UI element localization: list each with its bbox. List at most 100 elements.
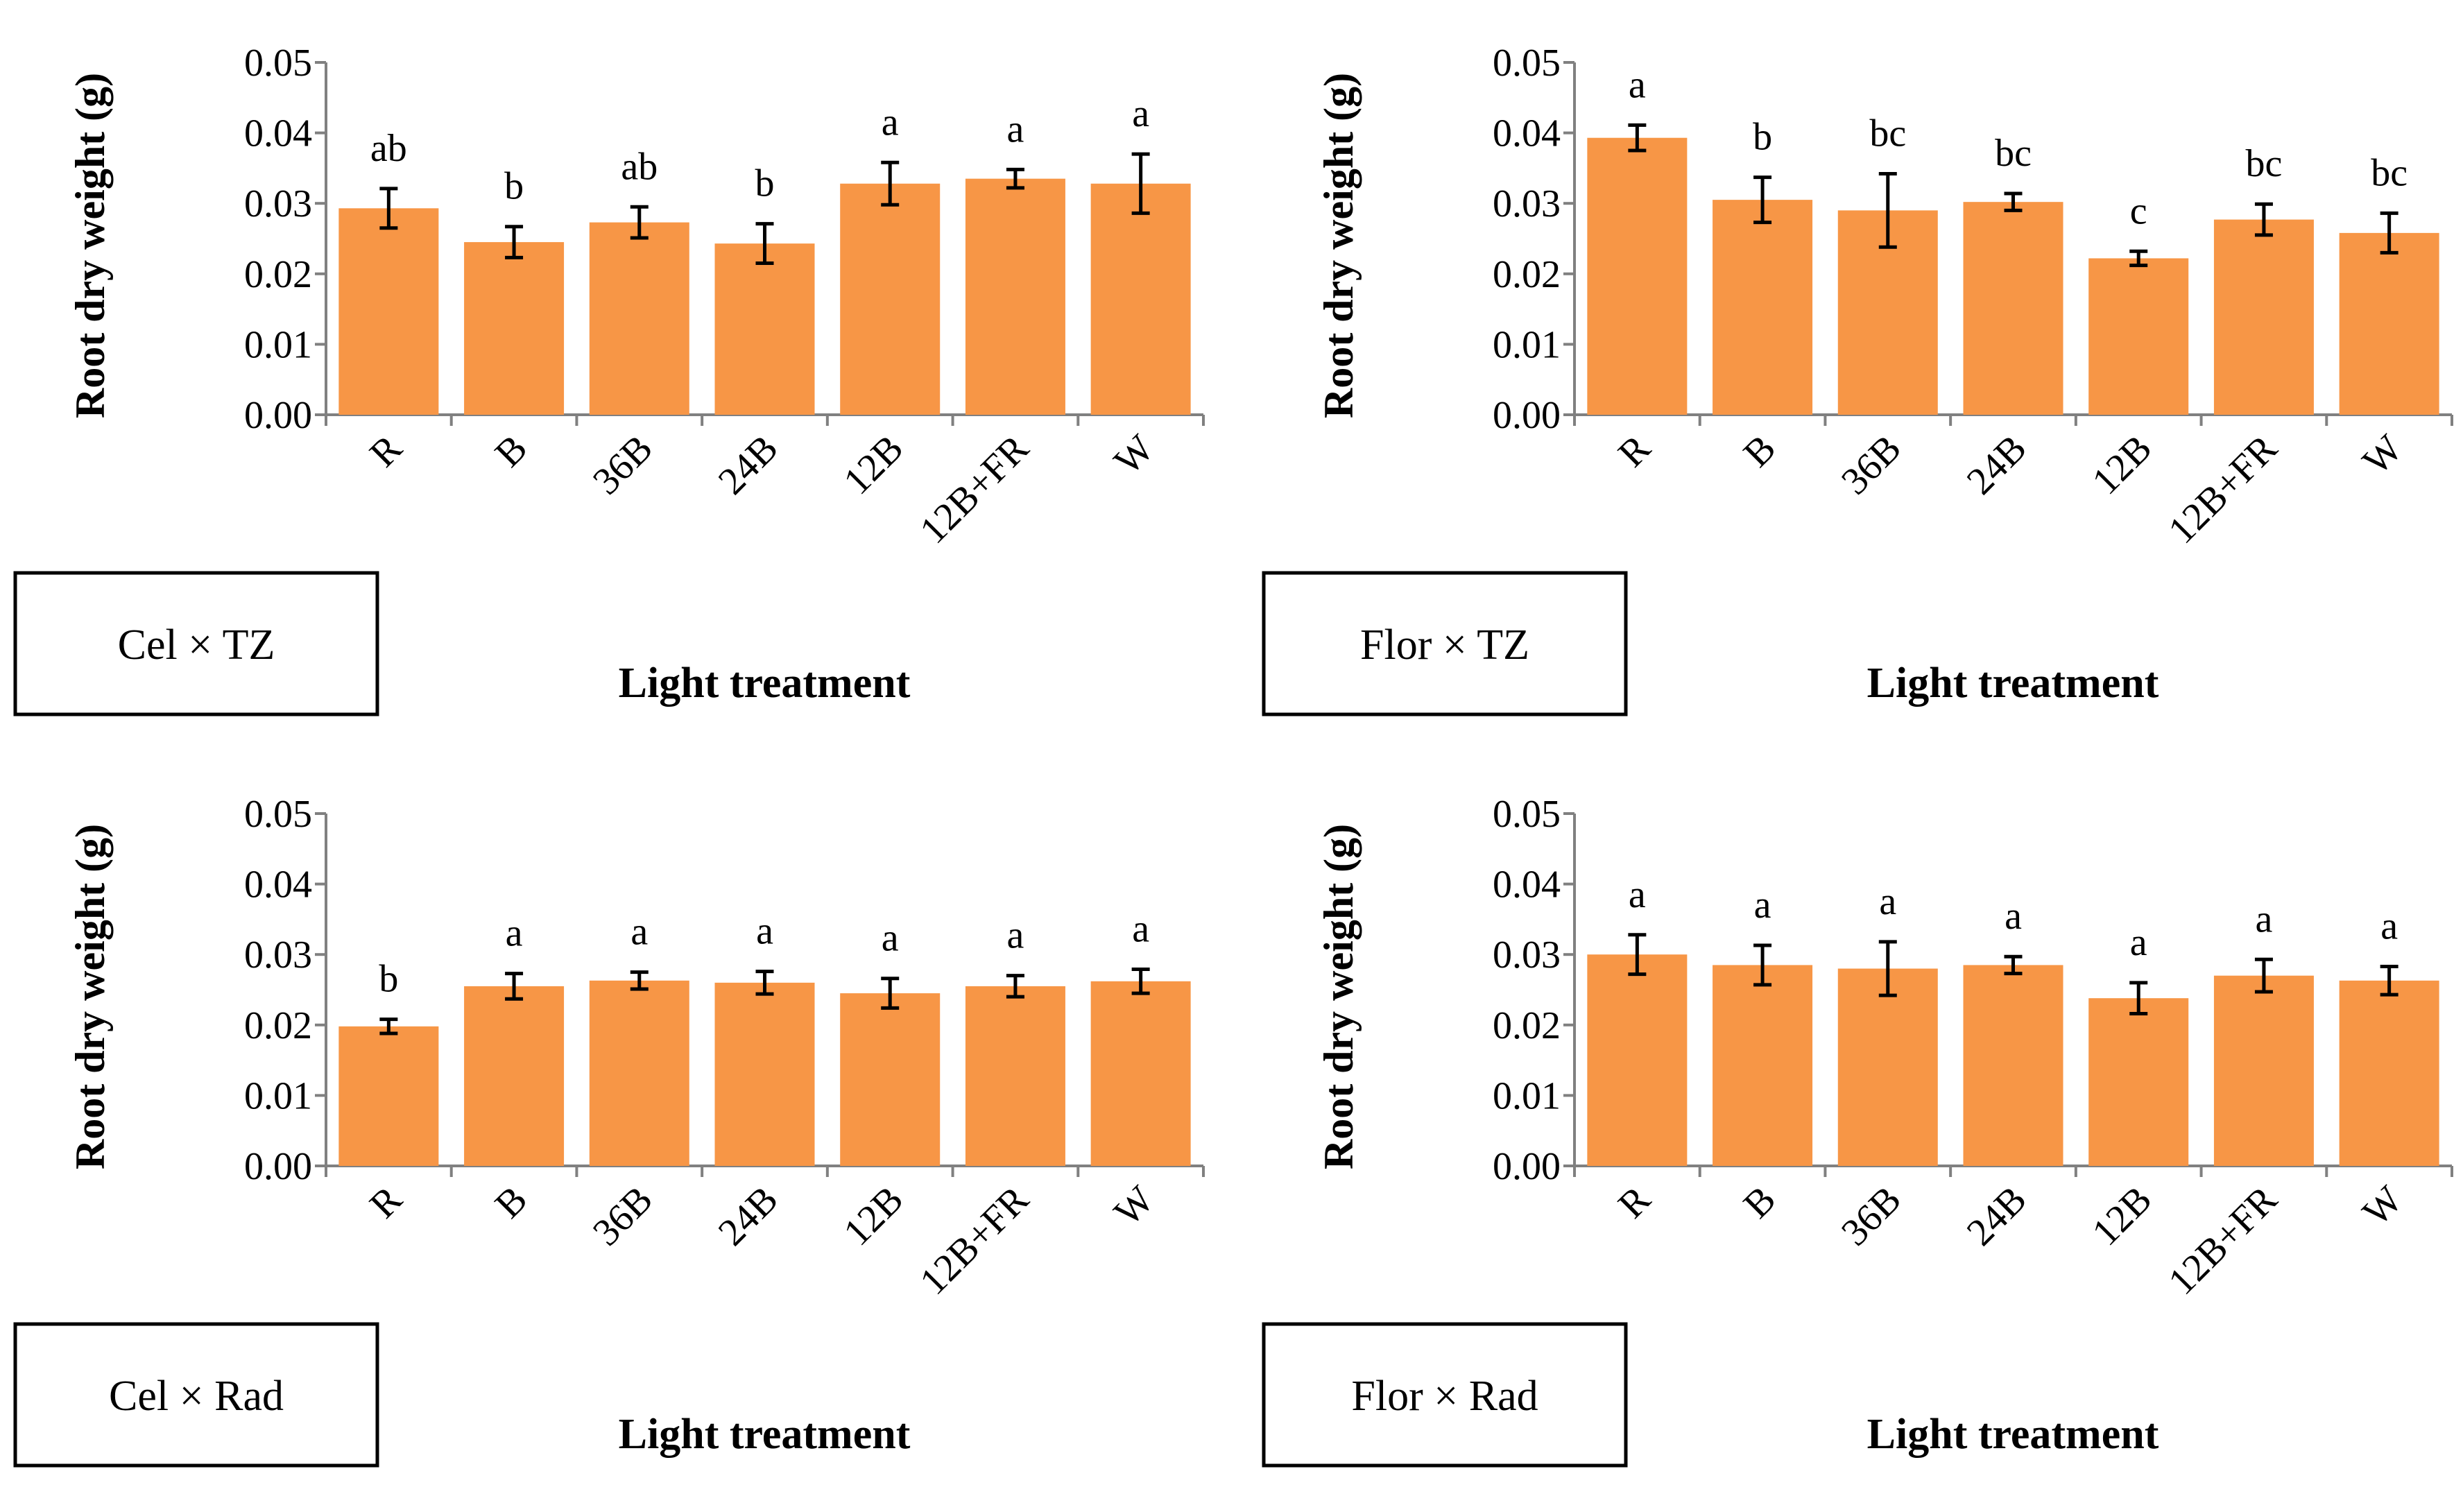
bar: [1963, 965, 2063, 1166]
x-axis-title: Light treatment: [1867, 660, 2159, 707]
significance-letter: a: [1132, 92, 1149, 135]
x-tick-label: 36B: [1833, 1178, 1910, 1254]
significance-letter: a: [882, 917, 899, 960]
y-tick-label: 0.01: [244, 323, 312, 366]
y-axis-title: Root dry weight (g): [67, 73, 113, 418]
x-tick-label: 24B: [1959, 427, 2035, 503]
x-tick-label: 12B: [2084, 1178, 2161, 1254]
bar: [714, 243, 815, 415]
significance-letter: c: [2130, 189, 2147, 232]
y-axis-title: Root dry weight (g): [1316, 824, 1362, 1169]
x-tick-label: R: [1610, 427, 1659, 476]
x-tick-label: B: [487, 1178, 535, 1226]
panel-label-box: [13, 1322, 379, 1468]
y-tick-label: 0.00: [244, 394, 312, 437]
significance-letter: bc: [2371, 151, 2408, 194]
y-tick-label: 0.02: [244, 1004, 312, 1047]
y-tick-label: 0.05: [1493, 42, 1561, 85]
x-axis-title: Light treatment: [619, 1411, 911, 1458]
significance-letter: a: [1006, 108, 1024, 151]
significance-letter: a: [506, 912, 523, 955]
significance-letter: bc: [1869, 112, 1906, 155]
bar: [965, 986, 1065, 1166]
y-tick-label: 0.02: [1493, 1004, 1561, 1047]
bar: [2088, 998, 2189, 1166]
panel-label-box: [13, 571, 379, 716]
y-axis-title: Root dry weight (g): [1316, 73, 1362, 418]
significance-letter: a: [1879, 880, 1896, 923]
significance-letter: a: [1629, 873, 1646, 916]
bar: [714, 982, 815, 1166]
y-tick-label: 0.04: [1493, 864, 1561, 907]
y-tick-label: 0.00: [1493, 1145, 1561, 1188]
significance-letter: b: [379, 958, 398, 1001]
x-tick-label: W: [2355, 1178, 2411, 1234]
bar: [965, 178, 1065, 415]
x-tick-label: 12B+FR: [2160, 427, 2285, 552]
x-tick-label: R: [361, 427, 411, 476]
bar: [589, 980, 689, 1166]
significance-letter: a: [2255, 897, 2272, 940]
x-tick-label: 12B+FR: [911, 427, 1037, 552]
panel-label-box: [1262, 1322, 1628, 1468]
bar: [1090, 981, 1191, 1166]
significance-letter: a: [2380, 904, 2398, 947]
x-tick-label: B: [1735, 427, 1784, 475]
y-tick-label: 0.00: [244, 1145, 312, 1188]
y-tick-label: 0.03: [1493, 934, 1561, 977]
x-tick-label: R: [361, 1178, 411, 1227]
panel-label: Flor × Rad: [1351, 1373, 1538, 1420]
y-tick-label: 0.02: [244, 253, 312, 296]
y-tick-label: 0.00: [1493, 394, 1561, 437]
y-tick-label: 0.01: [1493, 1074, 1561, 1117]
chart-panel-4: 0.00 0.01 0.02 0.03 0.04 0.05 a Ra Ba 36B a 24B a 12B…: [1262, 793, 2453, 1468]
x-tick-label: 12B+FR: [911, 1178, 1037, 1303]
significance-letter: a: [630, 911, 648, 954]
bar: [2339, 980, 2439, 1166]
bar: [1587, 954, 1688, 1166]
x-tick-label: 12B: [2084, 427, 2161, 503]
x-tick-label: 24B: [710, 427, 787, 503]
panel-label: Cel × Rad: [109, 1373, 284, 1420]
y-tick-label: 0.03: [1493, 182, 1561, 225]
significance-letter: a: [1629, 63, 1646, 106]
x-tick-label: 12B+FR: [2160, 1178, 2285, 1303]
bar: [464, 242, 565, 415]
y-axis-title: Root dry weight (g): [67, 824, 113, 1169]
panel-label-box: [1262, 571, 1628, 716]
x-tick-label: W: [1106, 427, 1162, 483]
bar: [464, 986, 565, 1166]
x-tick-label: 36B: [585, 427, 661, 503]
x-tick-label: 36B: [585, 1178, 661, 1254]
x-tick-label: 12B: [836, 427, 912, 503]
y-tick-label: 0.01: [244, 1074, 312, 1117]
bar: [338, 1026, 439, 1166]
x-axis-title: Light treatment: [1867, 1411, 2159, 1458]
y-tick-label: 0.04: [244, 864, 312, 907]
significance-letter: a: [1754, 884, 1771, 927]
y-tick-label: 0.05: [244, 42, 312, 85]
panel-label: Cel × TZ: [118, 621, 275, 669]
y-tick-label: 0.03: [244, 934, 312, 977]
chart-panel-3: 0.00 0.01 0.02 0.03 0.04 0.05 b Ra Ba 36B a 24B a 12B…: [13, 793, 1205, 1468]
significance-letter: a: [2005, 895, 2022, 938]
y-tick-label: 0.01: [1493, 323, 1561, 366]
x-tick-label: 24B: [710, 1178, 787, 1254]
y-tick-label: 0.05: [244, 793, 312, 836]
bar: [589, 222, 689, 415]
x-tick-label: W: [1106, 1178, 1162, 1234]
y-tick-label: 0.03: [244, 182, 312, 225]
significance-letter: b: [1753, 116, 1772, 159]
y-tick-label: 0.04: [244, 112, 312, 155]
bar: [1090, 183, 1191, 415]
x-tick-label: R: [1610, 1178, 1659, 1227]
significance-letter: ab: [621, 145, 658, 188]
bar: [1713, 200, 1813, 415]
bar: [2213, 219, 2314, 415]
x-tick-label: B: [1735, 1178, 1784, 1226]
y-tick-label: 0.02: [1493, 253, 1561, 296]
significance-letter: a: [1006, 914, 1024, 957]
significance-letter: a: [2130, 921, 2147, 964]
bar: [840, 183, 941, 415]
bar: [1713, 965, 1813, 1166]
